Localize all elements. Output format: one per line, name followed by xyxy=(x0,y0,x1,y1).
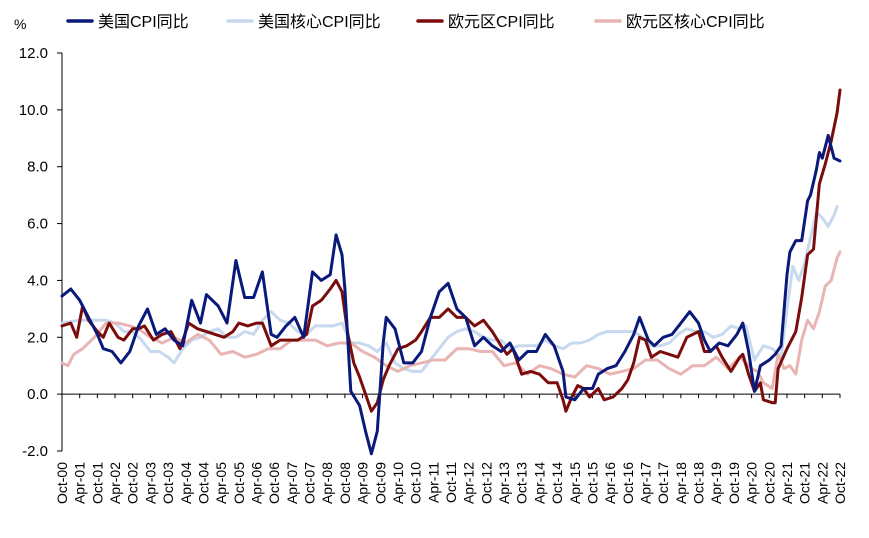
x-tick-label: Oct-20 xyxy=(761,462,777,504)
x-tick-label: Apr-04 xyxy=(178,462,194,504)
y-tick-label: 4.0 xyxy=(27,272,48,289)
x-tick-label: Oct-14 xyxy=(549,462,565,504)
x-tick-label: Oct-06 xyxy=(266,462,282,504)
series-line xyxy=(60,133,842,456)
x-tick-label: Oct-18 xyxy=(691,462,707,504)
x-tick-label: Oct-03 xyxy=(160,462,176,504)
x-tick-label: Oct-02 xyxy=(125,462,141,504)
x-tick-label: Oct-09 xyxy=(372,462,388,504)
legend: 美国CPI同比 美国核心CPI同比 欧元区CPI同比 欧元区核心CPI同比 xyxy=(66,13,765,31)
x-tick-label: Apr-01 xyxy=(72,462,88,504)
y-tick-label: 0.0 xyxy=(27,386,48,403)
y-axis-unit-label: % xyxy=(14,16,26,32)
x-tick-label: Oct-10 xyxy=(408,462,424,504)
series-line xyxy=(60,250,842,390)
x-tick-label: Apr-05 xyxy=(213,462,229,504)
legend-label: 美国核心CPI同比 xyxy=(258,13,381,31)
x-tick-label: Oct-00 xyxy=(54,462,70,504)
x-tick-label: Apr-17 xyxy=(638,462,654,504)
series-lines xyxy=(60,88,842,456)
y-axis: -2.0 0.0 2.0 4.0 6.0 8.0 10.0 12.0 xyxy=(19,45,63,460)
x-tick-label: Apr-07 xyxy=(284,462,300,504)
x-tick-label: Oct-22 xyxy=(832,462,848,504)
x-tick-label: Apr-18 xyxy=(673,462,689,504)
x-tick-label: Apr-12 xyxy=(461,462,477,504)
x-tick-label: Oct-04 xyxy=(195,462,211,504)
x-tick-label: Oct-11 xyxy=(443,462,459,503)
x-tick-label: Apr-20 xyxy=(744,462,760,504)
y-tick-label: 12.0 xyxy=(19,45,48,62)
legend-label: 欧元区核心CPI同比 xyxy=(626,13,765,31)
x-tick-label: Apr-09 xyxy=(355,462,371,504)
x-tick-label: Apr-13 xyxy=(496,462,512,504)
x-tick-label: Oct-21 xyxy=(797,462,813,504)
x-tick-label: Oct-13 xyxy=(514,462,530,504)
x-tick-label: Apr-21 xyxy=(779,462,795,504)
y-tick-label: 6.0 xyxy=(27,216,48,233)
x-tick-label: Oct-15 xyxy=(584,462,600,504)
x-tick-label: Apr-10 xyxy=(390,462,406,504)
x-tick-label: Apr-14 xyxy=(531,462,547,504)
x-tick-label: Oct-07 xyxy=(302,462,318,504)
y-tick-label: 10.0 xyxy=(19,102,48,119)
x-tick-label: Apr-19 xyxy=(708,462,724,504)
y-tick-label: 2.0 xyxy=(27,329,48,346)
legend-label: 欧元区CPI同比 xyxy=(448,13,555,31)
x-tick-label: Oct-08 xyxy=(337,462,353,504)
x-tick-label: Apr-06 xyxy=(249,462,265,504)
x-tick-label: Apr-16 xyxy=(602,462,618,504)
x-tick-label: Oct-19 xyxy=(726,462,742,504)
y-tick-label: -2.0 xyxy=(22,443,48,460)
legend-label: 美国CPI同比 xyxy=(98,13,189,31)
x-tick-label: Oct-17 xyxy=(655,462,671,504)
y-tick-label: 8.0 xyxy=(27,159,48,176)
x-tick-label: Oct-01 xyxy=(89,462,105,504)
x-tick-label: Oct-16 xyxy=(620,462,636,504)
series-line xyxy=(60,88,842,413)
x-axis: Oct-00 Apr-01 Oct-01 Apr-02 Oct-02 Apr-03 Oct-… xyxy=(54,393,848,504)
x-tick-label: Oct-12 xyxy=(478,462,494,504)
x-tick-label: Apr-03 xyxy=(142,462,158,504)
x-tick-label: Apr-11 xyxy=(425,462,441,503)
x-tick-label: Apr-02 xyxy=(107,462,123,504)
x-tick-label: Apr-15 xyxy=(567,462,583,504)
x-tick-label: Apr-22 xyxy=(814,462,830,504)
x-tick-label: Oct-05 xyxy=(231,462,247,504)
x-tick-label: Apr-08 xyxy=(319,462,335,504)
